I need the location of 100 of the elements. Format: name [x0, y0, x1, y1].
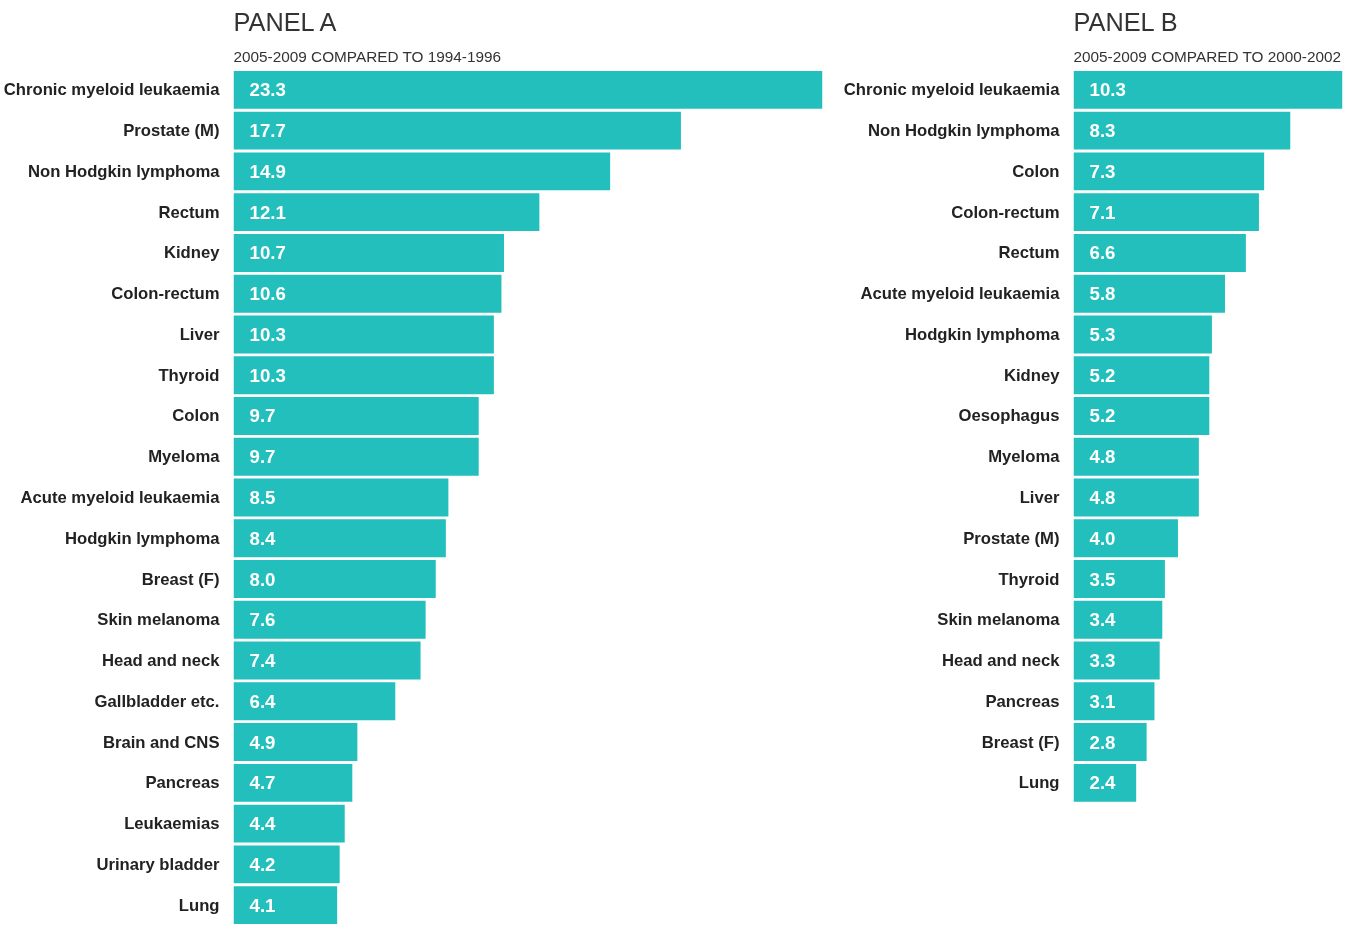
- bar: [1073, 152, 1265, 191]
- data-label: 3.3: [1089, 650, 1116, 672]
- data-label: 8.3: [1089, 120, 1116, 142]
- y-tick-label: Thyroid: [998, 569, 1060, 589]
- bar: [233, 560, 436, 598]
- y-tick-label: Acute myeloid leukaemia: [20, 488, 221, 507]
- y-tick-label: Skin melanoma: [937, 610, 1061, 630]
- bar: [233, 519, 446, 558]
- y-tick-label: Kidney: [163, 243, 221, 263]
- data-label: 2.8: [1089, 731, 1116, 753]
- bar: [233, 70, 823, 109]
- y-tick-label: Colon: [1012, 161, 1060, 181]
- y-tick-label: Breast (F): [141, 569, 220, 589]
- y-tick-label: Prostate (M): [123, 121, 220, 141]
- y-tick-label: Colon-rectum: [951, 202, 1060, 222]
- bar: [233, 600, 426, 639]
- y-tick-label: Brain and CNS: [102, 732, 220, 752]
- bar: [233, 763, 353, 802]
- bar: [1073, 478, 1199, 517]
- bar: [233, 356, 494, 395]
- bar: [1073, 519, 1178, 558]
- y-tick-label: Liver: [179, 324, 221, 344]
- bar: [1073, 70, 1343, 109]
- data-label: 4.9: [249, 731, 276, 753]
- data-label: 4.8: [1089, 446, 1116, 468]
- y-tick-label: Colon: [172, 406, 220, 426]
- y-tick-label: Pancreas: [145, 773, 220, 793]
- data-label: 9.7: [249, 446, 276, 468]
- data-label: 4.1: [249, 894, 276, 916]
- y-tick-label: Gallbladder etc.: [94, 691, 220, 711]
- y-tick-label: Acute myeloid leukaemia: [860, 284, 1061, 304]
- bar: [1073, 315, 1212, 354]
- data-label: 7.6: [249, 609, 276, 631]
- data-label: 4.2: [249, 853, 276, 875]
- y-tick-label: Lung: [178, 895, 220, 915]
- bar: [1073, 437, 1199, 476]
- bar: [233, 886, 338, 925]
- bar: [233, 274, 502, 313]
- bar: [233, 437, 479, 476]
- data-label: 5.8: [1089, 283, 1116, 305]
- data-label: 7.3: [1089, 160, 1116, 182]
- data-label: 5.2: [1089, 405, 1116, 427]
- y-tick-label: Colon-rectum: [111, 284, 220, 304]
- bar: [233, 723, 358, 762]
- data-label: 9.7: [249, 405, 276, 427]
- y-tick-label: Hodgkin lymphoma: [904, 324, 1061, 344]
- y-tick-label: Breast (F): [981, 732, 1060, 752]
- bar: [233, 152, 611, 191]
- chart-subtitle: 2005-2009 COMPARED TO 2000-2002: [1073, 47, 1342, 65]
- chart-subtitle: 2005-2009 COMPARED TO 1994-1996: [233, 47, 502, 65]
- y-tick-label: Skin melanoma: [97, 610, 221, 630]
- data-label: 8.5: [249, 487, 276, 508]
- data-label: 3.1: [1089, 690, 1116, 712]
- data-label: 4.8: [1089, 487, 1116, 508]
- data-label: 8.0: [249, 568, 276, 590]
- y-tick-label: Thyroid: [158, 365, 220, 385]
- bar: [1073, 397, 1210, 435]
- bar: [233, 478, 449, 517]
- bar: [233, 641, 421, 680]
- data-label: 4.7: [249, 772, 276, 794]
- data-label: 8.4: [249, 527, 277, 549]
- data-label: 3.5: [1089, 568, 1116, 590]
- bar: [1073, 193, 1259, 232]
- data-label: 14.9: [249, 160, 286, 182]
- data-label: 5.2: [1089, 364, 1116, 386]
- bar: [1073, 641, 1160, 680]
- data-label: 23.3: [249, 79, 286, 101]
- y-tick-label: Chronic myeloid leukaemia: [3, 80, 221, 100]
- y-tick-label: Non Hodgkin lymphoma: [27, 161, 221, 181]
- data-label: 7.1: [1089, 201, 1116, 223]
- y-tick-label: Urinary bladder: [96, 854, 221, 874]
- y-tick-label: Head and neck: [941, 651, 1061, 671]
- data-label: 4.0: [1089, 527, 1116, 549]
- bar: [233, 233, 504, 272]
- bar: [1073, 274, 1225, 313]
- data-label: 4.4: [249, 813, 277, 835]
- data-label: 17.7: [249, 120, 286, 142]
- bar: [1073, 763, 1137, 802]
- data-label: 7.4: [249, 650, 277, 672]
- bar: [1073, 111, 1291, 150]
- bar: [1073, 723, 1147, 762]
- y-tick-label: Leukaemias: [124, 814, 220, 834]
- bar: [1073, 560, 1165, 598]
- chart-title: PANEL A: [233, 7, 337, 36]
- y-tick-label: Rectum: [158, 202, 220, 222]
- y-tick-label: Lung: [1018, 773, 1060, 793]
- y-tick-label: Oesophagus: [958, 406, 1060, 426]
- y-tick-label: Rectum: [998, 243, 1060, 263]
- bar: [233, 111, 681, 150]
- bar: [1073, 600, 1163, 639]
- bar: [1073, 682, 1155, 721]
- bar: [233, 397, 479, 435]
- data-label: 10.3: [249, 323, 286, 345]
- data-label: 5.3: [1089, 323, 1116, 345]
- y-tick-label: Myeloma: [148, 447, 221, 467]
- data-label: 6.4: [249, 690, 277, 712]
- data-label: 12.1: [249, 201, 286, 223]
- bar: [233, 315, 494, 354]
- data-label: 6.6: [1089, 242, 1116, 264]
- chart-title: PANEL B: [1073, 7, 1178, 36]
